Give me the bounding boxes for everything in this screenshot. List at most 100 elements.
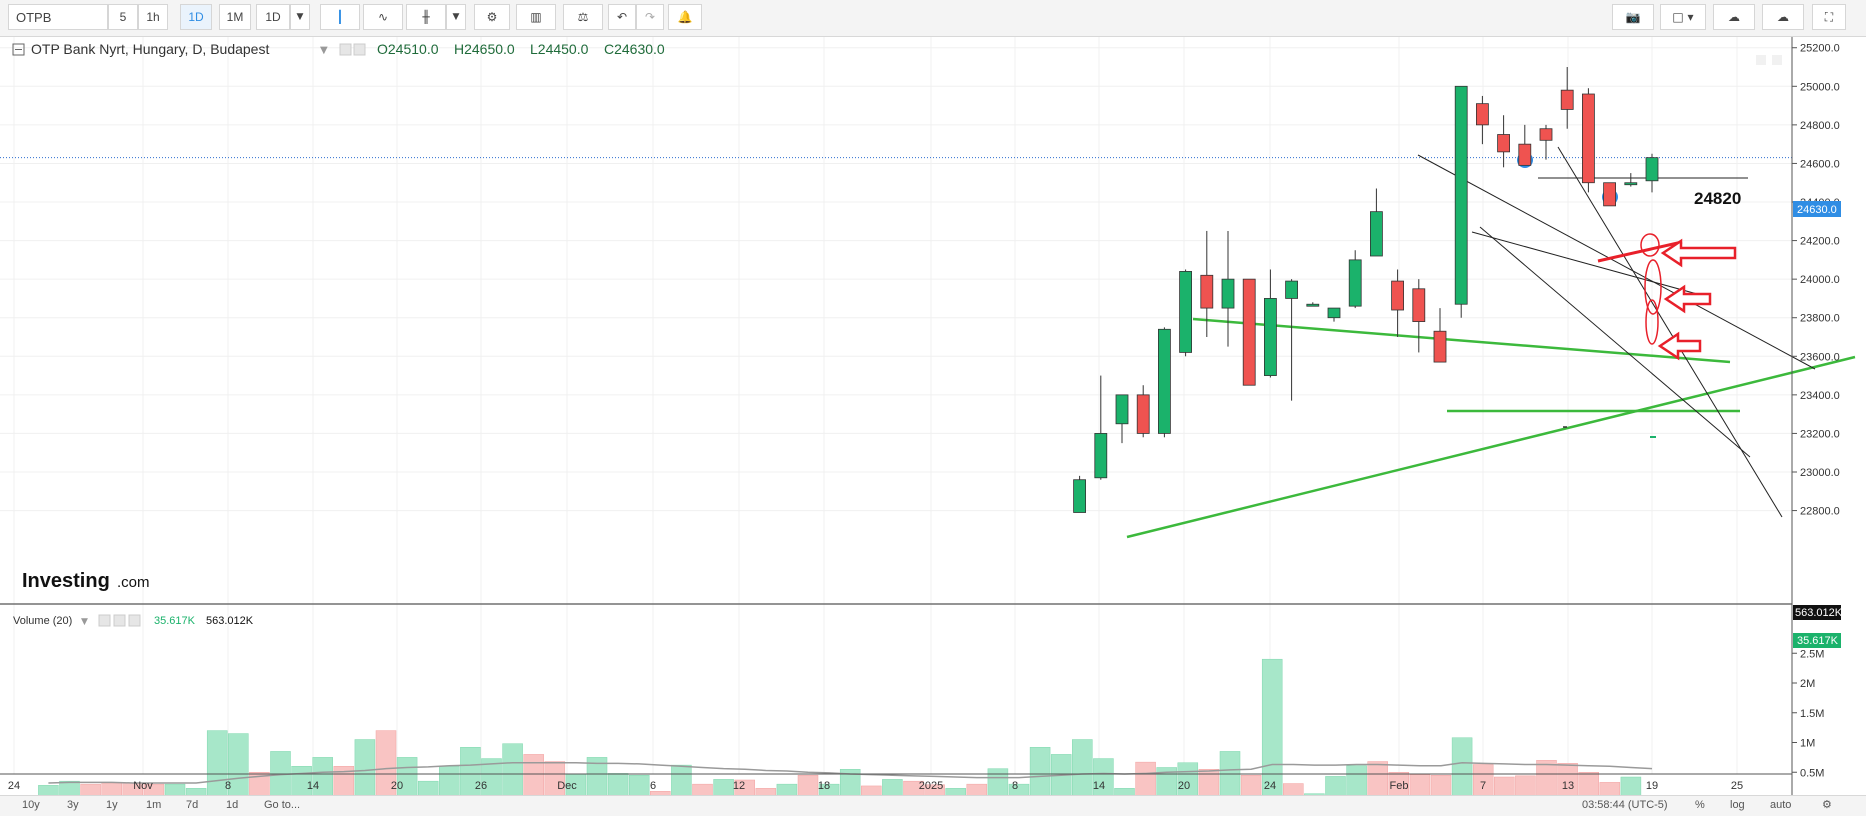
candle-body [1454,85,1468,305]
volume-bar [1472,764,1494,795]
time-tick-label: 2025 [919,780,943,792]
candle-body [1582,93,1595,184]
eye-icon[interactable] [98,614,111,627]
candle-body [1348,259,1362,307]
volume-tick-label: 2M [1800,678,1815,690]
volume-bar [460,747,481,795]
range-1d-button[interactable]: 1d [226,799,239,811]
volume-bar [861,785,882,795]
gear-icon[interactable]: ⚙ [1822,798,1832,811]
pane-maximize-icon[interactable] [1772,55,1782,65]
volume-label-text: 35.617K [1797,635,1839,647]
last-volume-label: 35.617K [1793,633,1841,648]
layout-icon[interactable]: □ ▾ [1660,4,1706,30]
volume-bar [1536,760,1557,795]
volume-bar [375,730,397,795]
eye-icon[interactable] [339,43,352,56]
candle-body [1115,394,1129,425]
close-icon[interactable] [128,614,141,627]
interval-custom-button[interactable]: 1D [256,4,290,30]
candle-body [1539,128,1553,141]
chart-canvas[interactable]: PP 22800.0 23000.0 23200.0 23400.0 23600.0 23… [0,37,1866,795]
symbol-search-input[interactable]: OTPB [8,4,108,30]
time-tick-label: 25 [1731,780,1743,792]
compare-icon[interactable]: ╫ [406,4,446,30]
time-tick-label: Nov [133,780,153,792]
ascending-trendline [1126,355,1856,539]
volume-bar [1219,751,1241,795]
chevron-down-icon[interactable]: ▼ [290,4,310,30]
time-tick-label: Feb [1390,780,1409,792]
time-axis[interactable]: 24 Nov 8 14 20 26 Dec 6 12 18 2025 8 14 20 24 Feb 7 13 19 2… [8,780,1743,792]
volume-title: Volume (20) [13,615,72,627]
candle-body [1158,328,1171,434]
volume-bar [1008,783,1030,795]
volume-bar [882,779,903,795]
range-10y-button[interactable]: 10y [22,799,40,811]
candle-body [1136,394,1150,434]
time-tick-label: 13 [1562,780,1574,792]
time-tick-label: 14 [1093,780,1105,792]
interval-1m-button[interactable]: 1M [219,4,251,30]
chevron-down-icon[interactable]: ▼ [446,4,466,30]
descending-green-trendline [1192,317,1731,364]
range-1y-button[interactable]: 1y [106,799,118,811]
channel-lower-line [1479,226,1751,458]
range-7d-button[interactable]: 7d [186,799,199,811]
pane-minimize-icon[interactable] [1756,55,1766,65]
volume-bar [417,780,439,795]
red-ellipse [1645,299,1659,345]
candlestick-icon[interactable]: ┃ [320,4,360,30]
auto-toggle[interactable]: auto [1770,799,1792,811]
volume-bar [1599,782,1621,795]
gear-icon[interactable] [113,614,126,627]
volume-bar [1283,783,1304,795]
cloud-download-icon[interactable]: ☁ [1713,4,1755,30]
volume-bar [439,766,460,795]
volume-bar [502,743,523,795]
scale-icon[interactable]: ⚖ [563,4,603,30]
alert-bell-icon[interactable]: 🔔 [668,4,702,30]
volume-bar [80,783,101,795]
price-tick-label: 23800.0 [1800,313,1840,325]
volume-bar [481,758,502,795]
volume-bar [839,769,861,795]
volume-bar [185,788,207,795]
redo-icon[interactable]: ↷ [636,4,664,30]
volume-bar [671,764,692,795]
interval-1d-button[interactable]: 1D [180,4,212,30]
brand-suffix: .com [117,574,150,591]
price-annotation: 24820 [1694,189,1741,208]
price-tick-label: 22800.0 [1800,506,1840,518]
undo-icon[interactable]: ↶ [608,4,636,30]
volume-bar [1093,758,1114,795]
collapse-icon[interactable] [12,43,25,56]
interval-1h-button[interactable]: 1h [138,4,168,30]
interval-5-button[interactable]: 5 [108,4,138,30]
range-3y-button[interactable]: 3y [67,799,79,811]
price-tick-label: 25200.0 [1800,43,1840,55]
candle-body [1264,298,1277,376]
gear-icon[interactable] [353,43,366,56]
channel-wide-line [1557,146,1783,518]
camera-icon[interactable]: 📷 [1612,4,1654,30]
last-ma-label: 563.012K [1793,605,1843,620]
chevron-down-icon[interactable]: ▼ [81,617,88,627]
price-tick-label: 24600.0 [1800,158,1840,170]
log-toggle[interactable]: log [1730,799,1745,811]
volume-bar [1409,774,1431,795]
bar-chart-icon[interactable]: ▥ [516,4,556,30]
gear-icon[interactable]: ⚙ [474,4,510,30]
volume-bar [354,739,376,795]
time-tick-label: 18 [818,780,830,792]
volume-bar [1325,776,1346,795]
cloud-upload-icon[interactable]: ☁ [1762,4,1804,30]
price-axis[interactable]: 22800.0 23000.0 23200.0 23400.0 23600.0 23800… [1792,37,1840,518]
range-1m-button[interactable]: 1m [146,799,162,811]
indicator-icon[interactable]: ∿ [363,4,403,30]
volume-bar [945,788,966,795]
percent-toggle[interactable]: % [1695,799,1705,811]
chevron-down-icon[interactable]: ▼ [320,45,328,56]
fullscreen-icon[interactable]: ⛶ [1812,4,1846,30]
goto-button[interactable]: Go to... [264,799,301,811]
